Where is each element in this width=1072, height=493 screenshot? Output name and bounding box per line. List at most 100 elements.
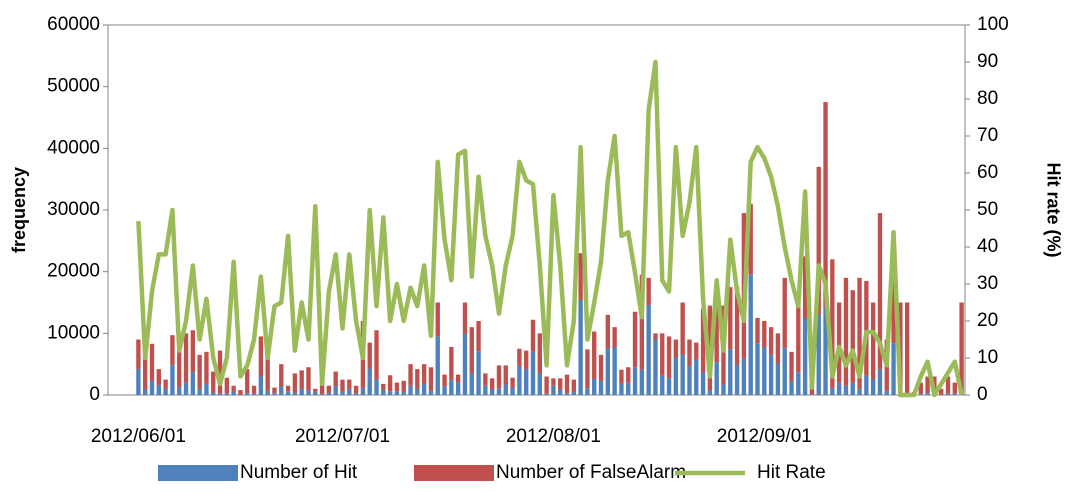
bar	[353, 385, 359, 394]
bar	[510, 387, 515, 395]
bar	[231, 385, 236, 392]
bar	[163, 388, 168, 395]
bar	[524, 369, 529, 395]
bar	[551, 378, 556, 386]
bar	[510, 377, 515, 388]
bar	[762, 321, 767, 348]
bar	[564, 393, 570, 395]
bar	[143, 342, 148, 390]
bar	[313, 388, 318, 392]
bar	[537, 373, 542, 395]
bar	[306, 390, 311, 395]
bar	[503, 365, 508, 385]
y2-tick-label: 100	[977, 14, 1009, 35]
bar	[728, 349, 733, 395]
bar	[707, 390, 713, 395]
bar	[564, 374, 570, 394]
bar	[632, 367, 638, 395]
bar	[782, 277, 787, 349]
bar	[694, 342, 699, 360]
bar	[687, 339, 692, 367]
bar	[952, 393, 957, 395]
bar	[918, 394, 923, 395]
bar	[204, 383, 209, 395]
bar	[517, 366, 522, 395]
bar	[585, 349, 590, 389]
bar	[251, 393, 257, 395]
bar	[347, 388, 352, 395]
bar	[775, 363, 781, 395]
bar	[891, 277, 896, 344]
bar	[340, 391, 345, 395]
bar	[741, 358, 747, 395]
bar	[156, 369, 161, 386]
bar	[455, 382, 461, 395]
bar	[687, 366, 692, 395]
bar	[374, 379, 379, 395]
bar	[680, 302, 685, 355]
x-tick-label: 2012/08/01	[506, 426, 601, 447]
bar	[809, 394, 815, 395]
bar	[231, 391, 236, 395]
bar	[381, 389, 386, 395]
y2-tick-label: 0	[977, 384, 988, 405]
bar	[245, 393, 250, 395]
bar	[469, 327, 474, 374]
bar	[728, 287, 733, 350]
bar	[796, 299, 801, 373]
bar	[367, 342, 372, 369]
bar	[571, 391, 576, 395]
bar	[415, 388, 420, 395]
bar	[789, 351, 794, 382]
bar	[149, 380, 155, 395]
bar	[782, 348, 787, 395]
bar	[387, 391, 393, 395]
bar	[449, 380, 454, 395]
legend-swatch	[158, 465, 238, 481]
bar	[626, 367, 631, 383]
bar	[258, 336, 264, 377]
bar	[285, 385, 291, 392]
y2-tick-label: 20	[977, 310, 998, 331]
bar	[850, 290, 855, 383]
y2-tick-label: 10	[977, 347, 998, 368]
bar	[272, 393, 277, 395]
bar	[796, 372, 801, 395]
bar	[646, 277, 651, 305]
bar	[333, 371, 338, 387]
y-tick-label: 30000	[47, 199, 100, 220]
bar	[721, 384, 726, 395]
bar	[789, 381, 794, 395]
bar	[476, 351, 481, 395]
bar	[251, 385, 257, 394]
bar	[136, 369, 141, 395]
y2-tick-label: 80	[977, 88, 998, 109]
bar	[442, 374, 447, 387]
x-tick-label: 2012/06/01	[91, 426, 186, 447]
bar	[700, 372, 706, 395]
y-axis-title: frequency	[9, 167, 29, 253]
bar	[857, 388, 862, 395]
bar	[598, 354, 604, 381]
bar	[660, 333, 665, 376]
bar	[530, 319, 536, 352]
bar	[415, 369, 420, 389]
bar	[313, 391, 318, 395]
bar	[870, 378, 876, 395]
bar	[646, 304, 651, 395]
bar	[333, 386, 338, 395]
bar	[394, 382, 400, 392]
bar	[428, 390, 434, 395]
bar	[156, 385, 161, 395]
bar	[285, 391, 291, 395]
bar	[734, 364, 740, 395]
bar	[204, 351, 209, 384]
y-tick-label: 20000	[47, 261, 100, 282]
bar	[381, 383, 386, 390]
bar	[483, 385, 488, 395]
bar	[503, 384, 508, 395]
bar	[217, 393, 223, 395]
y2-axis-title: Hit rate (%)	[1043, 162, 1063, 257]
bar	[612, 347, 617, 395]
bar	[700, 308, 706, 373]
